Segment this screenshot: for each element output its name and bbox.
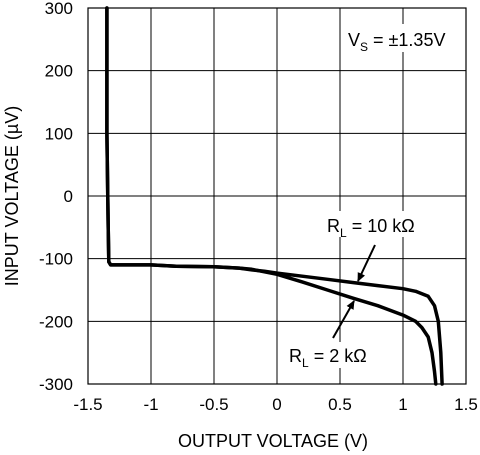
plot-frame (87, 7, 467, 385)
supply-annotation-symbol: V (348, 30, 360, 50)
y-tick-label: 0 (64, 187, 73, 206)
series-line-rl-2k (105, 6, 438, 386)
rl-10k-annotation-bg (322, 211, 432, 237)
rl-2k-annotation-subscript: L (302, 356, 309, 370)
rl-2k-annotation-bg (284, 342, 386, 368)
y-tick-label: -300 (39, 375, 73, 394)
supply-annotation-subscript: S (360, 40, 368, 54)
rl-10k-arrow (357, 244, 376, 282)
x-tick-labels: -1.5 -1 -0.5 0 0.5 1 1.5 (73, 395, 477, 414)
rl-10k-annotation-value: = 10 kΩ (347, 216, 415, 236)
x-tick-label: -1.5 (73, 395, 102, 414)
y-tick-label: -100 (39, 250, 73, 269)
supply-annotation: VS = ±1.35V (348, 30, 445, 54)
rl-10k-annotation-symbol: R (327, 216, 340, 236)
y-tick-label: 100 (45, 124, 73, 143)
y-tick-label: -200 (39, 312, 73, 331)
grid (87, 7, 467, 385)
rl-10k-annotation: RL = 10 kΩ (327, 216, 415, 240)
y-tick-label: 200 (45, 62, 73, 81)
x-axis-label: OUTPUT VOLTAGE (V) (178, 431, 368, 451)
x-tick-label: 1 (398, 395, 407, 414)
rl-2k-arrow (332, 300, 355, 339)
rl-2k-annotation-value: = 2 kΩ (309, 346, 367, 366)
supply-annotation-bg (342, 24, 464, 52)
x-tick-label: 1.5 (454, 395, 478, 414)
series-layer (105, 6, 444, 386)
x-tick-label: -1 (143, 395, 158, 414)
x-tick-label: -0.5 (199, 395, 228, 414)
rl-10k-annotation-subscript: L (340, 226, 347, 240)
x-tick-label: 0.5 (328, 395, 352, 414)
rl-2k-annotation: RL = 2 kΩ (289, 346, 367, 370)
supply-annotation-value: = ±1.35V (368, 30, 445, 50)
x-tick-label: 0 (272, 395, 281, 414)
rl-2k-annotation-symbol: R (289, 346, 302, 366)
y-axis-label: INPUT VOLTAGE (µV) (2, 106, 22, 286)
y-tick-labels: -300 -200 -100 0 100 200 300 (39, 0, 73, 394)
y-tick-label: 300 (45, 0, 73, 18)
